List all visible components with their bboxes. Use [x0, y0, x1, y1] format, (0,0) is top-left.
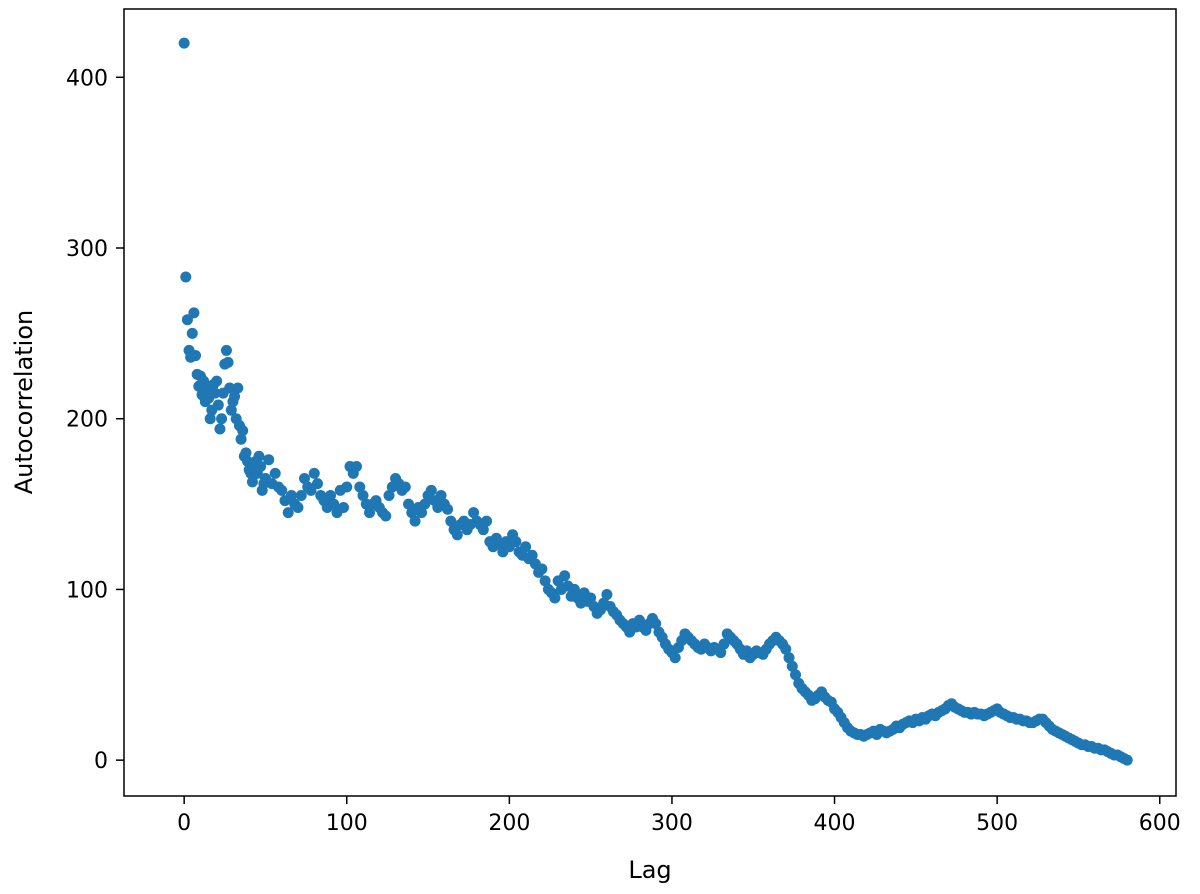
data-point: [212, 399, 224, 411]
data-point: [549, 592, 561, 604]
x-tick-label: 400: [814, 811, 856, 836]
data-point: [188, 307, 200, 319]
data-point: [190, 350, 202, 362]
data-point: [263, 454, 275, 466]
data-point: [276, 484, 288, 496]
data-point: [204, 413, 216, 425]
x-tick-label: 500: [976, 811, 1018, 836]
data-point: [311, 478, 323, 490]
data-point: [308, 467, 320, 479]
x-axis-label: Lag: [628, 856, 671, 884]
data-point: [341, 481, 353, 493]
data-point: [510, 536, 522, 548]
data-point: [246, 476, 258, 488]
data-point: [298, 472, 310, 484]
data-point: [255, 461, 267, 473]
data-point: [790, 669, 802, 681]
data-point: [536, 563, 548, 575]
data-point: [222, 356, 234, 368]
plot-frame: [123, 8, 1177, 797]
data-point: [481, 515, 493, 527]
data-point: [357, 490, 369, 502]
data-point: [216, 413, 228, 425]
data-point: [783, 652, 795, 664]
data-point: [225, 404, 237, 416]
data-point: [435, 490, 447, 502]
data-point: [715, 647, 727, 659]
data-point: [211, 375, 223, 387]
data-point: [285, 490, 297, 502]
data-point: [780, 643, 792, 655]
x-tick-label: 300: [651, 811, 693, 836]
x-tick-label: 0: [177, 811, 191, 836]
data-point: [718, 638, 730, 650]
data-point: [235, 433, 247, 445]
data-point: [282, 507, 294, 519]
data-point: [295, 490, 307, 502]
data-point: [445, 515, 457, 527]
data-point: [468, 507, 480, 519]
data-point: [180, 271, 192, 283]
data-point: [237, 425, 249, 437]
data-point: [181, 314, 193, 326]
data-point: [568, 583, 580, 595]
y-tick-label: 400: [66, 66, 108, 91]
data-point: [539, 575, 551, 587]
data-point: [380, 510, 392, 522]
data-point: [477, 524, 489, 536]
x-axis-ticks: 0 100 200 300 400 500 600: [177, 796, 1181, 836]
data-point: [328, 498, 340, 510]
data-point: [601, 589, 613, 601]
y-tick-label: 100: [66, 578, 108, 603]
y-tick-label: 0: [94, 749, 108, 774]
data-point: [253, 450, 265, 462]
data-point: [669, 652, 681, 664]
data-point: [403, 498, 415, 510]
data-point: [220, 344, 232, 356]
data-point: [399, 481, 411, 493]
y-axis-label: Autocorrelation: [10, 310, 38, 495]
data-point: [425, 484, 437, 496]
data-point: [416, 507, 428, 519]
data-point: [178, 37, 190, 49]
data-point: [214, 423, 226, 435]
data-point: [650, 618, 662, 630]
data-point: [364, 507, 376, 519]
data-point: [442, 503, 454, 515]
data-point: [451, 529, 463, 541]
y-tick-label: 200: [66, 408, 108, 433]
data-point: [351, 461, 363, 473]
data-point: [409, 515, 421, 527]
plot-area: [124, 9, 1176, 796]
data-point: [269, 467, 281, 479]
data-point: [419, 498, 431, 510]
data-point: [292, 501, 304, 513]
data-point: [209, 387, 221, 399]
data-point: [1121, 754, 1133, 766]
data-point: [520, 541, 532, 553]
x-tick-label: 100: [326, 811, 368, 836]
data-point: [585, 592, 597, 604]
y-tick-label: 300: [66, 237, 108, 262]
x-tick-label: 600: [1139, 811, 1181, 836]
data-point: [229, 391, 241, 403]
data-point: [383, 490, 395, 502]
data-point: [338, 501, 350, 513]
data-point: [232, 382, 244, 394]
data-point: [305, 484, 317, 496]
data-point: [186, 327, 198, 339]
data-point: [354, 481, 366, 493]
data-point: [526, 549, 538, 561]
data-points: [178, 37, 1133, 766]
data-point: [240, 447, 252, 459]
x-tick-label: 200: [488, 811, 530, 836]
data-point: [786, 660, 798, 672]
data-point: [325, 490, 336, 502]
y-axis-ticks: 0 100 200 300 400: [66, 66, 124, 774]
data-point: [559, 570, 571, 582]
data-point: [224, 382, 236, 394]
